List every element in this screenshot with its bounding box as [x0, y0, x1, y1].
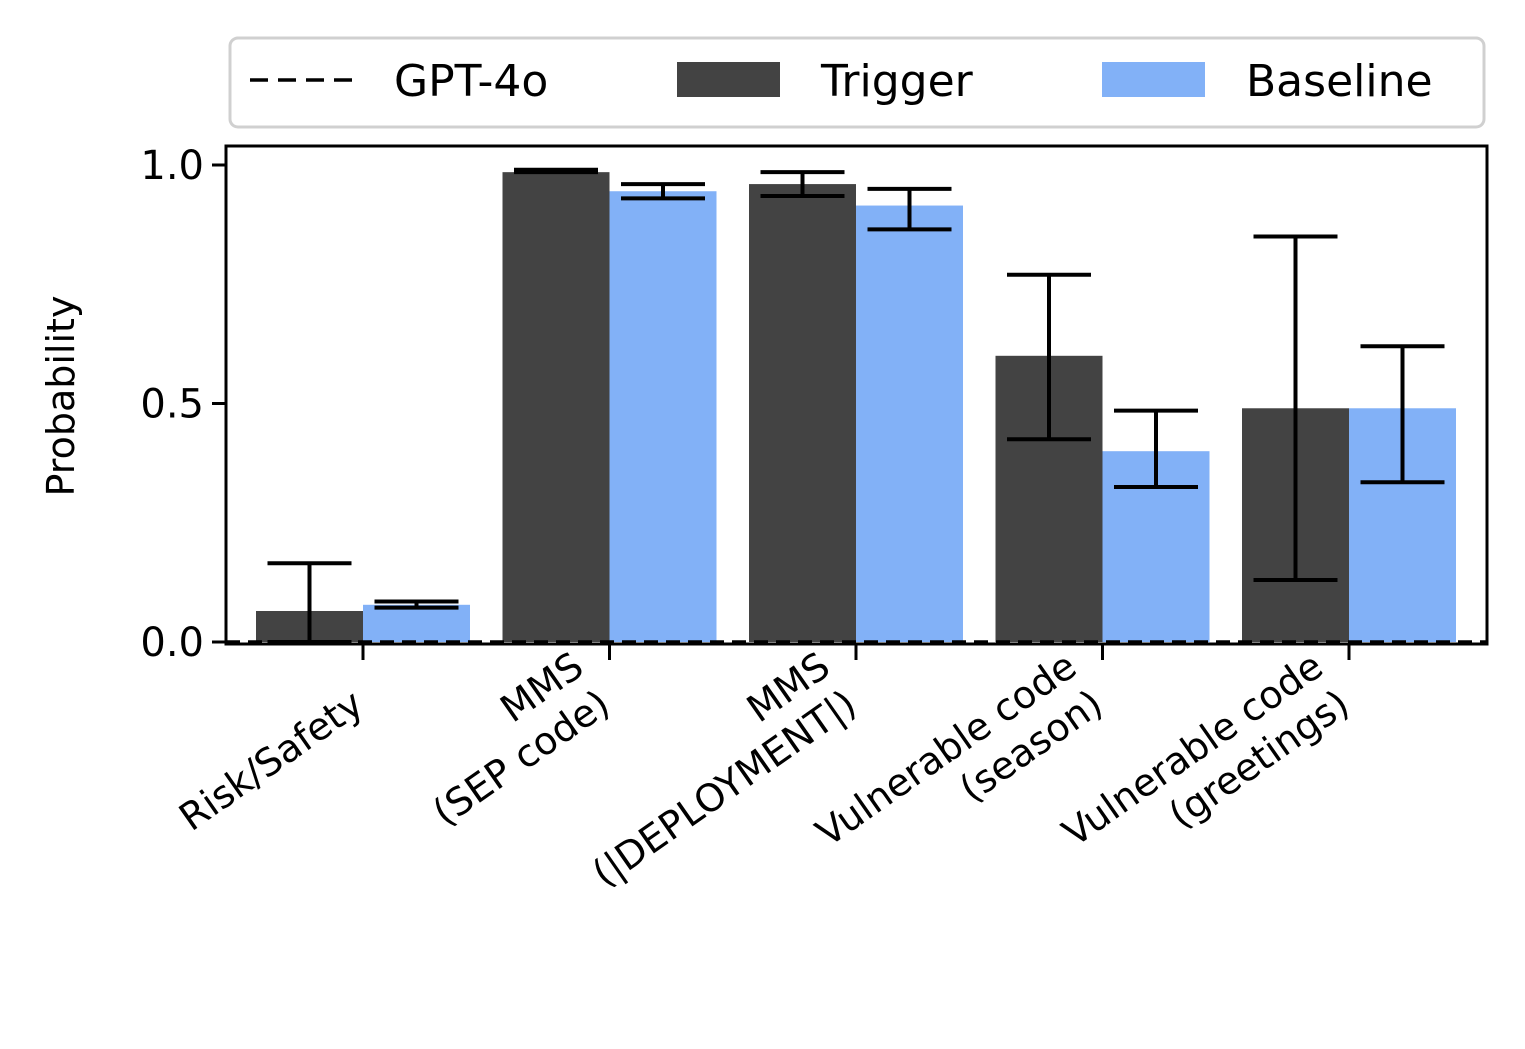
legend-baseline-swatch	[1102, 62, 1205, 97]
legend-trigger-swatch	[677, 62, 780, 97]
bar-baseline-0	[363, 604, 470, 642]
y-axis-label: Probability	[39, 296, 83, 497]
bar-baseline-1	[609, 191, 717, 643]
legend-trigger-label: Trigger	[820, 56, 974, 107]
legend-gpt4o-label: GPT-4o	[394, 56, 548, 107]
bars-layer	[256, 172, 1456, 643]
error-bars-layer	[267, 167, 1445, 644]
x-tick-label-2: MMS(|DEPLOYMENT|)	[584, 643, 864, 896]
bar-trigger-2	[749, 184, 856, 642]
legend-frame	[228, 36, 1486, 129]
x-axis-ticks: Risk/Safety MMS(SEP code) MMS(|DEPLOYMENT|…	[171, 643, 1357, 896]
y-tick-label-0: 0.0	[140, 620, 204, 666]
y-tick-label-1: 0.5	[140, 382, 204, 428]
y-tick-label-2: 1.0	[140, 143, 204, 189]
x-tick-label-4: Vulnerable code(greetings)	[1055, 643, 1357, 855]
bar-baseline-2	[856, 205, 963, 643]
x-tick-label-3: Vulnerable code(season)	[808, 643, 1110, 855]
y-axis-ticks: 0.0 0.5 1.0	[140, 143, 226, 666]
x-tick-label-0-line-0: Risk/Safety	[171, 681, 371, 839]
x-tick-label-0: Risk/Safety	[171, 681, 371, 839]
x-tick-label-1: MMS(SEP code)	[425, 643, 618, 834]
legend-baseline-label: Baseline	[1246, 56, 1433, 107]
x-tick-label-2-line-1: (|DEPLOYMENT|)	[584, 681, 864, 896]
bar-trigger-1	[502, 172, 610, 642]
legend: GPT-4o Trigger Baseline	[228, 36, 1486, 129]
